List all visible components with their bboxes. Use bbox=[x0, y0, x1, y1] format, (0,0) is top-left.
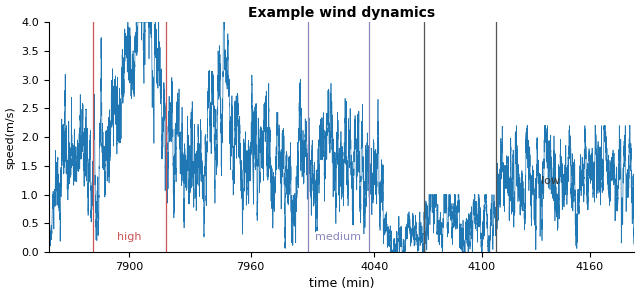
Text: low: low bbox=[541, 176, 559, 186]
Text: high: high bbox=[117, 232, 141, 242]
Y-axis label: speed(m/s): speed(m/s) bbox=[6, 106, 15, 168]
Title: Example wind dynamics: Example wind dynamics bbox=[248, 6, 435, 20]
Text: medium: medium bbox=[316, 232, 362, 242]
X-axis label: time (min): time (min) bbox=[308, 277, 374, 290]
